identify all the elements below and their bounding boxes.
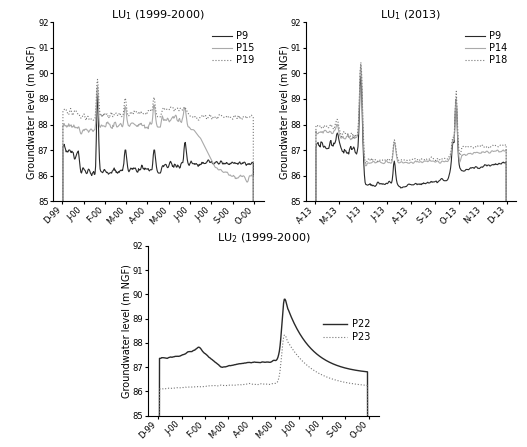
- P18: [341, 131, 348, 136]
- P9: [173, 164, 180, 170]
- P19: [221, 114, 228, 120]
- P15: [60, 122, 66, 128]
- Legend: P9, P15, P19: P9, P15, P19: [208, 27, 259, 69]
- P22: [280, 307, 286, 312]
- P19: [173, 106, 180, 112]
- P22: [285, 306, 291, 312]
- P22: [280, 300, 287, 306]
- P14: [444, 159, 450, 164]
- Line: P9: P9: [62, 95, 254, 447]
- P9: [378, 181, 385, 186]
- P23: [333, 378, 339, 383]
- Line: P18: P18: [315, 63, 507, 447]
- Line: P9: P9: [315, 76, 507, 447]
- P19: [233, 115, 240, 121]
- Legend: P22, P23: P22, P23: [319, 316, 375, 346]
- Line: P15: P15: [62, 86, 254, 447]
- P15: [173, 114, 180, 119]
- P18: [378, 157, 385, 162]
- Line: P14: P14: [315, 65, 507, 447]
- P9: [60, 143, 66, 149]
- P23: [280, 340, 286, 345]
- P23: [285, 339, 291, 345]
- P9: [94, 92, 101, 97]
- Line: P23: P23: [158, 335, 369, 447]
- Y-axis label: Groundwater level (m NGF): Groundwater level (m NGF): [26, 45, 36, 179]
- P9: [444, 177, 450, 183]
- P19: [60, 108, 66, 114]
- P18: [319, 126, 326, 131]
- Y-axis label: Groundwater level (m NGF): Groundwater level (m NGF): [279, 45, 289, 179]
- Title: LU$_2$ (1999-2000): LU$_2$ (1999-2000): [217, 232, 310, 245]
- P19: [174, 106, 180, 111]
- P18: [444, 156, 450, 161]
- P19: [94, 77, 101, 82]
- P9: [358, 73, 364, 79]
- Title: LU$_1$ (2013): LU$_1$ (2013): [380, 8, 442, 22]
- P22: [333, 363, 339, 368]
- P19: [177, 105, 183, 111]
- P15: [174, 117, 180, 122]
- P15: [233, 176, 240, 181]
- P18: [364, 157, 370, 163]
- P9: [174, 164, 180, 170]
- P18: [423, 157, 429, 162]
- Line: P19: P19: [62, 80, 254, 447]
- Line: P22: P22: [158, 299, 369, 447]
- P9: [364, 182, 370, 188]
- Y-axis label: Groundwater level (m NGF): Groundwater level (m NGF): [121, 264, 131, 398]
- P9: [341, 147, 348, 152]
- Legend: P9, P14, P18: P9, P14, P18: [461, 27, 512, 69]
- Title: LU$_1$ (1999-2000): LU$_1$ (1999-2000): [111, 8, 205, 22]
- P23: [281, 333, 287, 338]
- P14: [364, 160, 370, 166]
- P15: [221, 169, 228, 175]
- P9: [319, 140, 326, 146]
- P18: [358, 60, 364, 65]
- P15: [177, 118, 183, 124]
- P9: [221, 161, 228, 167]
- P9: [177, 165, 183, 170]
- P22: [347, 367, 353, 372]
- P14: [423, 159, 429, 164]
- P14: [358, 62, 364, 67]
- P15: [94, 84, 101, 89]
- P14: [319, 129, 326, 134]
- P14: [378, 160, 385, 165]
- P9: [233, 161, 240, 166]
- P9: [423, 181, 429, 186]
- P22: [281, 296, 287, 302]
- P23: [347, 380, 353, 386]
- P23: [280, 335, 287, 340]
- P14: [341, 136, 348, 141]
